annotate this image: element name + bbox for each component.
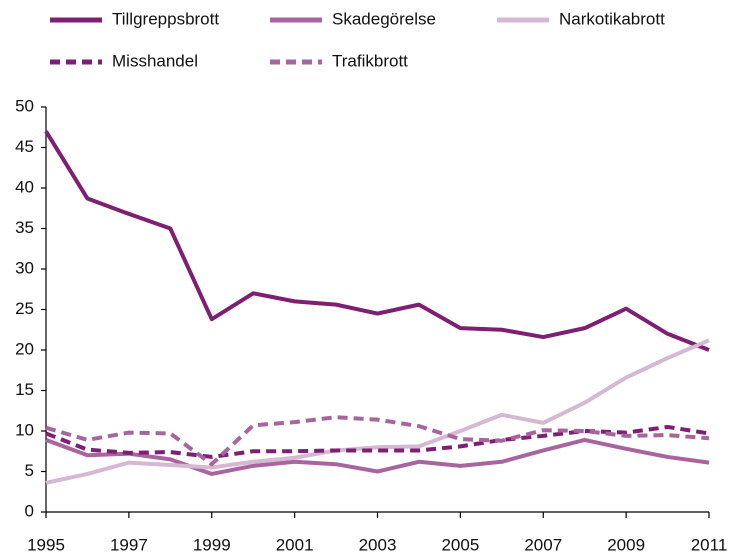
y-tick-label: 30 xyxy=(15,258,34,277)
y-tick-label: 5 xyxy=(25,461,34,480)
x-tick-label: 2005 xyxy=(441,535,479,554)
series-line xyxy=(45,424,710,459)
x-tick-label: 1997 xyxy=(110,535,148,554)
legend-label: Skadegörelse xyxy=(332,9,436,28)
x-tick-label: 2007 xyxy=(524,535,562,554)
legend-label: Trafikbrott xyxy=(332,51,408,70)
x-tick-label: 2009 xyxy=(607,535,645,554)
y-tick-label: 25 xyxy=(15,299,34,318)
series-line xyxy=(45,437,710,476)
series-line xyxy=(45,338,710,485)
legend-label: Tillgreppsbrott xyxy=(112,9,219,28)
y-tick-label: 35 xyxy=(15,218,34,237)
y-tick-label: 10 xyxy=(15,420,34,439)
y-tick-label: 15 xyxy=(15,380,34,399)
series-line xyxy=(44,130,710,352)
x-tick-label: 1995 xyxy=(27,535,65,554)
y-tick-label: 50 xyxy=(15,96,34,115)
x-tick-label: 2011 xyxy=(691,535,728,554)
y-tick-label: 45 xyxy=(15,137,34,156)
x-tick-label: 2001 xyxy=(276,535,314,554)
y-tick-label: 40 xyxy=(15,177,34,196)
y-tick-label: 0 xyxy=(25,501,34,520)
legend-label: Misshandel xyxy=(112,51,198,70)
x-tick-label: 1999 xyxy=(193,535,231,554)
legend-label: Narkotikabrott xyxy=(559,9,665,28)
y-tick-label: 20 xyxy=(15,339,34,358)
series-line xyxy=(45,415,710,467)
x-tick-label: 2003 xyxy=(359,535,397,554)
